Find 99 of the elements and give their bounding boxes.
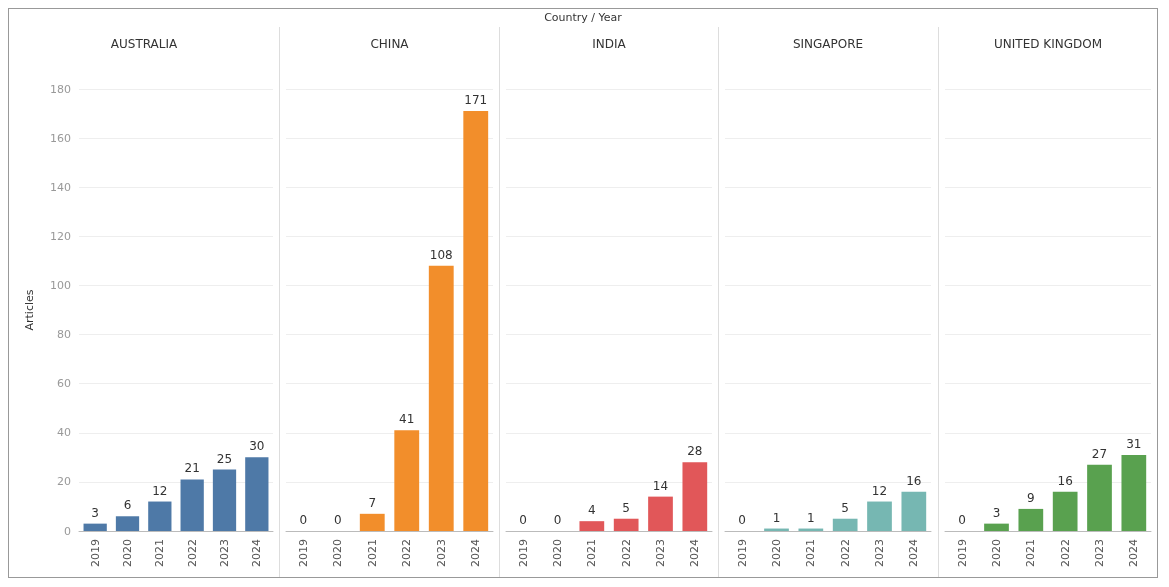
data-label: 6 — [123, 498, 132, 513]
bar — [148, 501, 172, 531]
data-label: 0 — [519, 513, 527, 527]
data-label: 0 — [958, 513, 966, 527]
bar — [833, 518, 858, 531]
data-label: 1 — [807, 510, 815, 525]
bar — [115, 516, 140, 531]
data-label: 1 — [773, 510, 781, 525]
chart-title: AUSTRALIA — [110, 37, 179, 51]
data-label: 4 — [588, 503, 596, 518]
data-label: 14 — [652, 478, 669, 493]
data-label: 3 — [91, 505, 99, 520]
x-tick-label: 2019 — [88, 539, 102, 567]
y-tick-label: 100 — [50, 278, 71, 292]
data-label: 25 — [216, 451, 233, 466]
x-tick-label: 2020 — [331, 539, 345, 567]
bar — [1052, 491, 1078, 531]
x-tick-label: 2024 — [250, 539, 264, 567]
bar — [359, 513, 385, 531]
bar — [1121, 454, 1146, 531]
bar — [983, 523, 1009, 531]
bar — [245, 457, 269, 531]
data-label: 27 — [1091, 446, 1107, 461]
x-tick-label: 2023 — [1092, 539, 1106, 567]
x-tick-label: 2024 — [469, 539, 483, 567]
data-label: 28 — [687, 444, 703, 459]
data-label: 0 — [333, 513, 342, 527]
data-label: 12 — [152, 483, 168, 498]
x-tick-label: 2019 — [955, 539, 969, 567]
x-tick-label: 2023 — [218, 539, 231, 567]
x-tick-label: 2022 — [619, 539, 633, 567]
data-label: 5 — [622, 500, 630, 515]
x-tick-label: 2019 — [516, 539, 530, 567]
x-tick-label: 2023 — [434, 539, 448, 567]
x-tick-label: 2021 — [365, 539, 379, 567]
data-label: 0 — [553, 513, 562, 527]
data-label: 16 — [1057, 473, 1073, 488]
chart-title: UNITED KINGDOM — [993, 37, 1102, 51]
y-tick-label: 40 — [57, 426, 71, 440]
x-tick-label: 2021 — [804, 539, 818, 567]
data-label: 30 — [249, 439, 265, 454]
y-tick-label: 140 — [50, 180, 71, 194]
x-tick-label: 2020 — [989, 539, 1003, 567]
x-tick-label: 2020 — [121, 539, 134, 567]
y-tick-label: 160 — [50, 131, 71, 145]
y-tick-label: 120 — [50, 229, 71, 243]
data-label: 0 — [299, 513, 308, 527]
chart-title: INDIA — [592, 37, 627, 51]
data-label: 41 — [399, 412, 415, 427]
x-tick-label: 2022 — [838, 539, 852, 567]
bar — [1086, 464, 1112, 531]
x-tick-label: 2021 — [1023, 539, 1037, 567]
bar — [212, 469, 237, 531]
bar — [613, 518, 639, 531]
bar — [463, 111, 489, 531]
bar — [682, 462, 708, 531]
x-tick-label: 2024 — [688, 539, 702, 567]
data-label: 21 — [184, 461, 200, 476]
bar — [648, 496, 673, 531]
bar — [901, 491, 927, 531]
x-tick-label: 2024 — [907, 539, 921, 567]
x-tick-label: 2024 — [1126, 539, 1140, 567]
x-tick-label: 2022 — [185, 539, 199, 567]
data-label: 171 — [464, 93, 488, 108]
y-tick-label: 20 — [57, 475, 71, 489]
x-tick-label: 2021 — [585, 539, 599, 567]
data-label: 7 — [368, 495, 377, 510]
y-tick-label: 80 — [57, 328, 71, 342]
y-tick-label: 180 — [50, 82, 71, 96]
data-label: 12 — [872, 483, 888, 498]
x-tick-label: 2021 — [153, 539, 167, 567]
bar — [1018, 508, 1043, 531]
bar — [428, 265, 454, 531]
x-tick-label: 2019 — [735, 539, 749, 567]
data-label: 31 — [1125, 436, 1142, 451]
data-label: 108 — [429, 247, 453, 262]
chart-title: SINGAPORE — [793, 37, 864, 51]
y-tick-label: 60 — [57, 377, 71, 391]
y-axis-title: Articles — [23, 289, 36, 331]
data-label: 0 — [738, 513, 747, 527]
bar — [867, 501, 893, 531]
data-label: 3 — [992, 505, 1000, 520]
data-label: 16 — [906, 473, 922, 488]
chart-title: CHINA — [370, 37, 410, 51]
x-tick-label: 2022 — [1058, 539, 1072, 567]
bar — [579, 521, 605, 531]
data-label: 5 — [841, 500, 850, 515]
data-label: 9 — [1026, 490, 1035, 505]
x-tick-label: 2022 — [400, 539, 414, 567]
text: Country / Year — [544, 11, 622, 24]
x-tick-label: 2023 — [873, 539, 887, 567]
bar — [180, 479, 204, 531]
x-tick-label: 2020 — [551, 539, 564, 567]
x-tick-label: 2023 — [654, 539, 667, 567]
x-tick-label: 2020 — [770, 539, 784, 567]
x-tick-label: 2019 — [296, 539, 310, 567]
bar — [83, 523, 107, 531]
bar — [394, 430, 420, 531]
y-tick-label: 0 — [64, 524, 71, 538]
